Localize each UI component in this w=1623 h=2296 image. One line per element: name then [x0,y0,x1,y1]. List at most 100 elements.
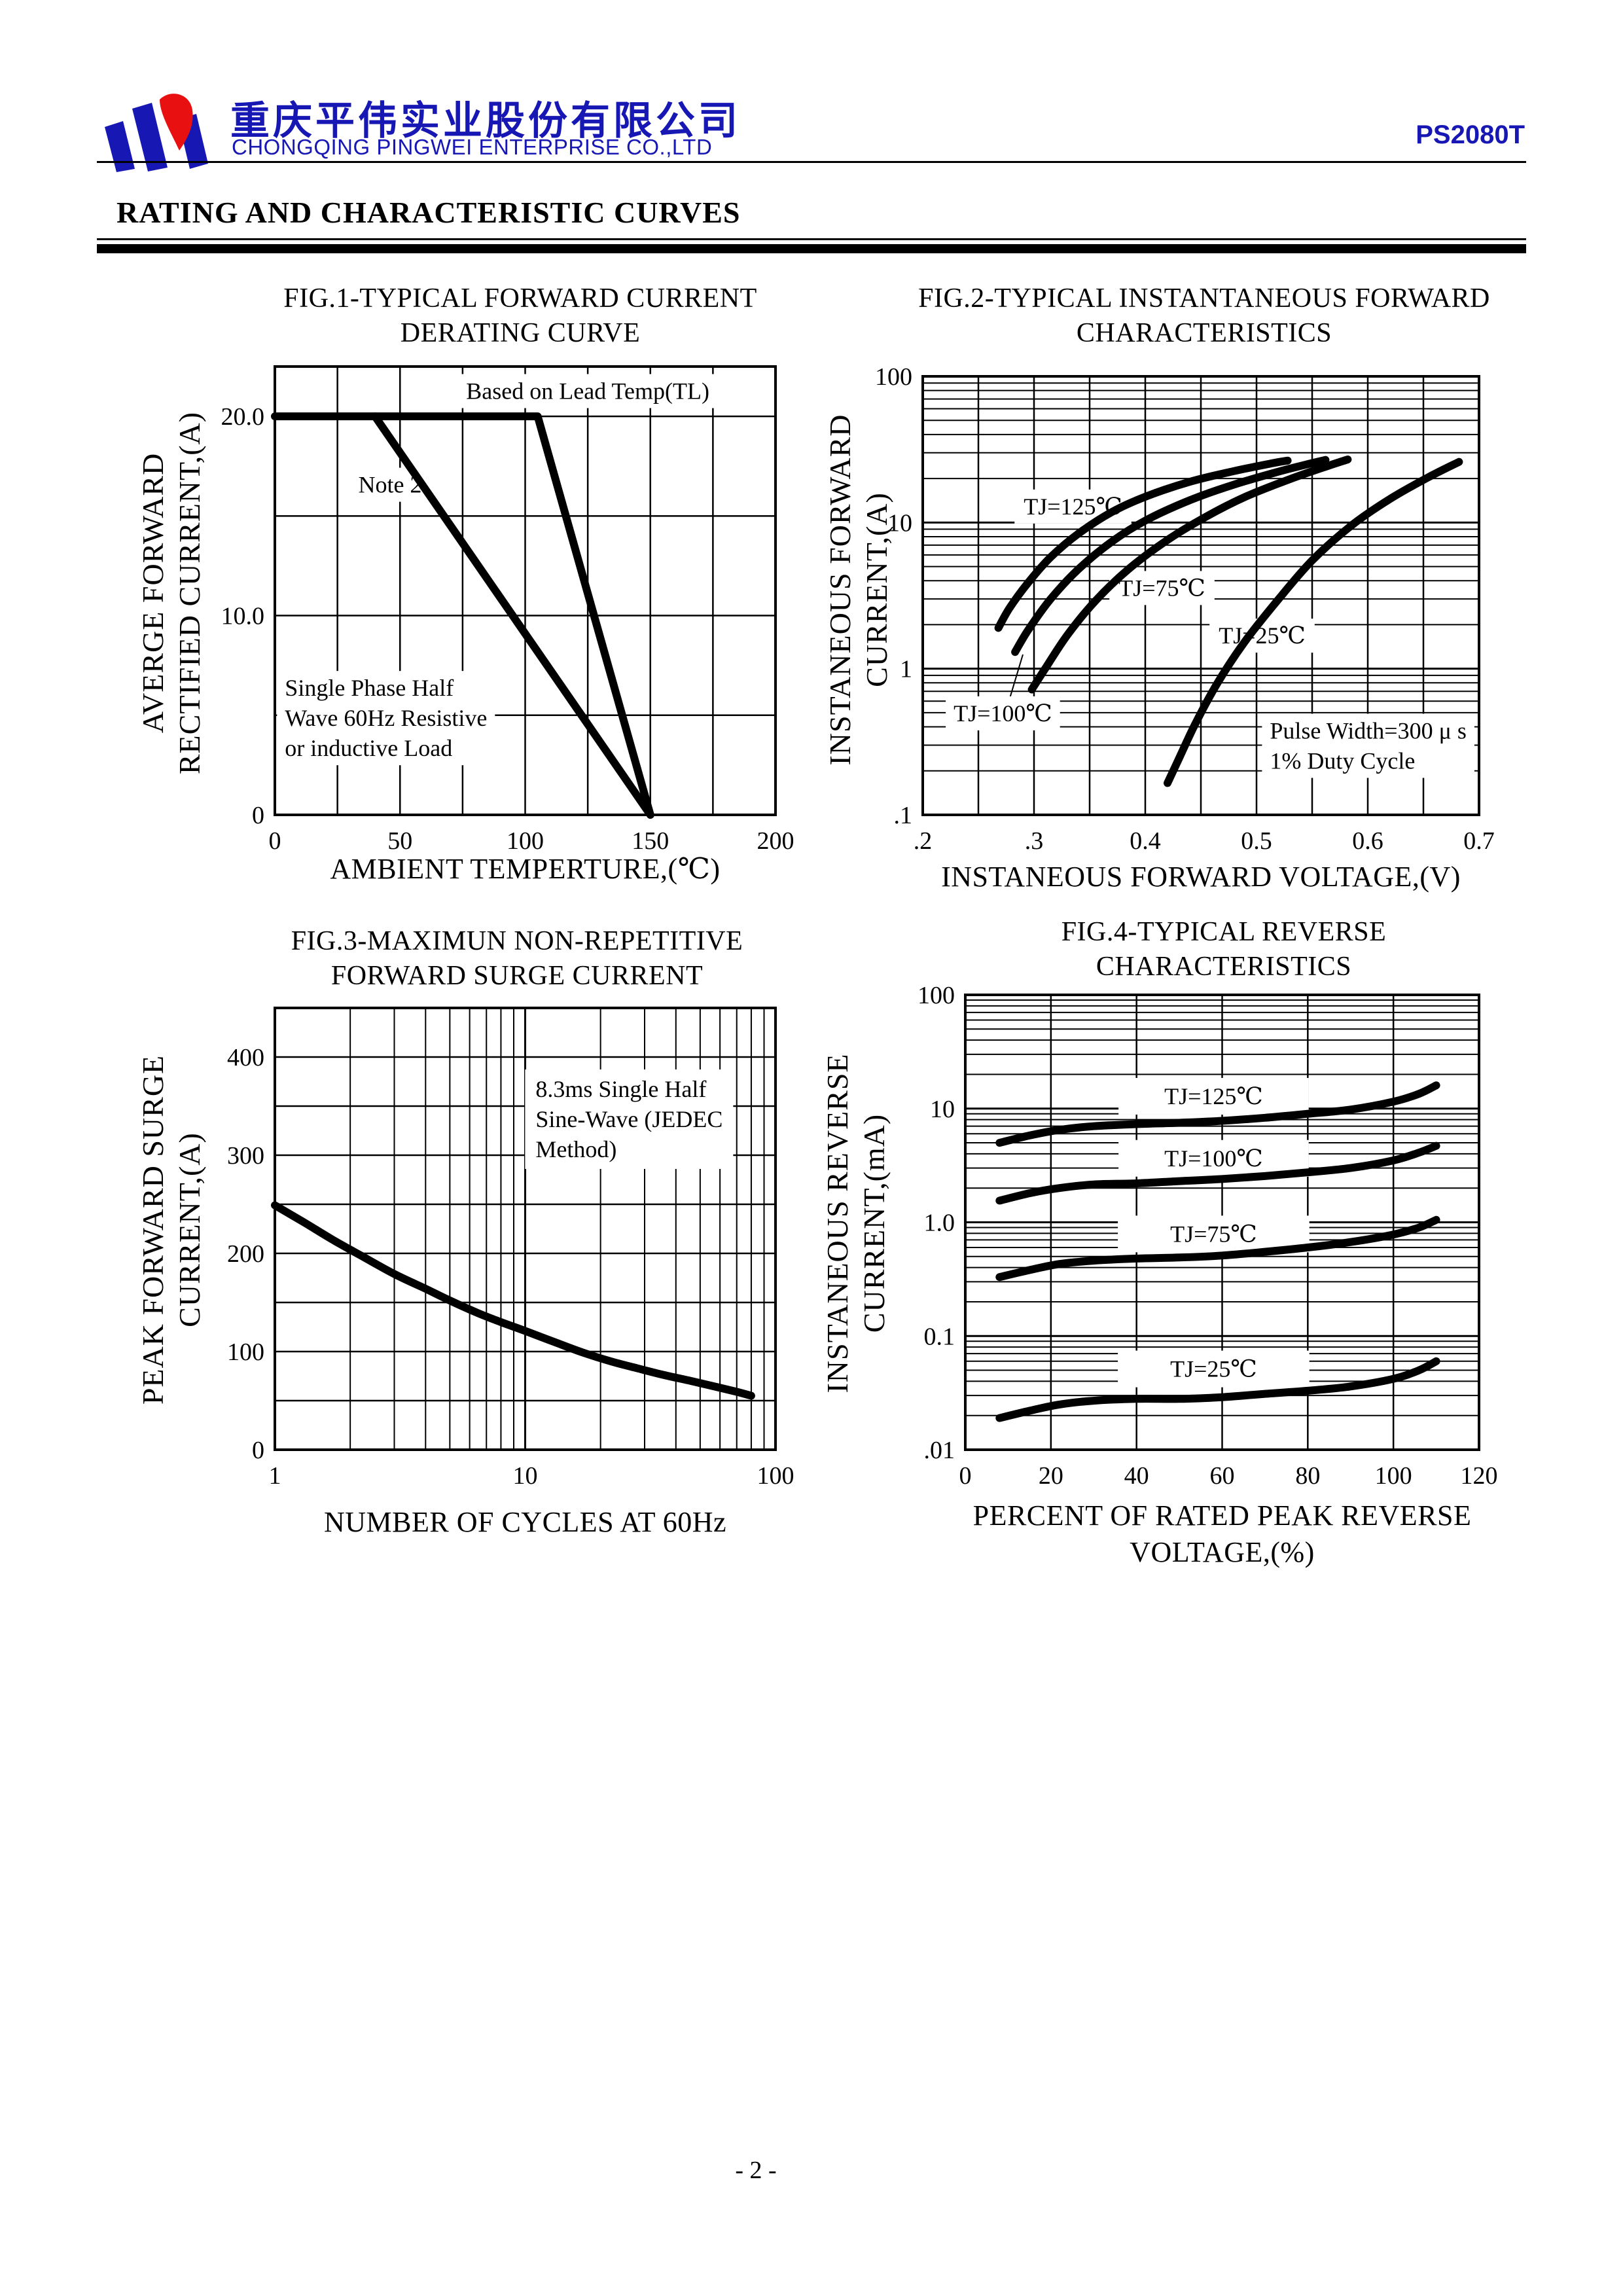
chart-text: 0.1 [924,1323,955,1350]
chart-text: .01 [924,1437,955,1464]
fig2-title-line2: CHARACTERISTICS [1076,318,1332,348]
tick-labels: 0 20 40 60 80 100 120 100 10 1.0 0.1 .01 [918,982,1498,1490]
chart-text: 0 [959,1462,972,1490]
fig4-y-axis-title: INSTANEOUS REVERSE CURRENT,(mA) [819,988,893,1459]
chart-text: 100 [227,1338,264,1366]
fig4-xlabel-line2: VOLTAGE,(%) [1130,1536,1315,1568]
fig3-title: FIG.3-MAXIMUN NON-REPETITIVE FORWARD SUR… [223,924,812,994]
fig1-title: FIG.1-TYPICAL FORWARD CURRENT DERATING C… [249,281,792,351]
fig4-chart: TJ=125℃ TJ=100℃ TJ=75℃ TJ=25℃ 0 20 40 60 80 100 12… [918,982,1498,1490]
chart-text: 0 [252,1437,264,1464]
fig4-ylabel-line1: INSTANEOUS REVERSE [821,1053,854,1393]
chart-text: 0.5 [1241,827,1272,855]
chart-text: 10 [513,1462,538,1490]
fig2-ylabel-line2: CURRENT,(A) [860,492,893,687]
tick-labels: 1 10 100 400 300 200 100 0 [227,1044,794,1490]
curves [271,412,654,819]
annotation-box [1118,1139,1309,1177]
annotation: Based on Lead Temp(TL) [458,374,717,408]
logo-bar-left [105,121,135,172]
fig2-title-line1: FIG.2-TYPICAL INSTANTANEOUS FORWARD [918,283,1490,314]
fig3-xlabel-line1: NUMBER OF CYCLES AT 60Hz [323,1506,727,1538]
chart-text: 8.3ms Single Half [535,1076,706,1102]
fig3-x-axis-title: NUMBER OF CYCLES AT 60Hz [275,1504,776,1541]
chart-text: 20.0 [221,403,265,431]
annotation-box [1262,713,1474,778]
chart-text: 100 [918,982,955,1009]
annotation-box [1109,571,1215,605]
fig3-title-line1: FIG.3-MAXIMUN NON-REPETITIVE [291,926,743,956]
annotations: 8.3ms Single Half Sine-Wave (JEDEC Method) [525,1069,734,1169]
curve-tj-25c [995,1357,1440,1422]
company-name-chinese: 重庆平伟实业股份有限公司 [230,99,741,143]
chart-text: 1.0 [924,1210,955,1237]
chart-text: 50 [387,827,412,855]
chart-text: TJ=100℃ [1164,1145,1263,1172]
fig1-xlabel-line1: AMBIENT TEMPERTURE,(℃) [330,853,721,885]
chart-text: .3 [1025,827,1044,855]
plot-border [274,365,777,816]
fig4-title-line2: CHARACTERISTICS [1096,952,1352,982]
chart-text: 10 [887,509,912,537]
chart-text: 0.4 [1130,827,1161,855]
curve-based-on-lead-temp [271,412,654,819]
chart-text: 400 [227,1044,264,1071]
chart-text: 10 [930,1096,955,1123]
fig4-xlabel-line1: PERCENT OF RATED PEAK REVERSE [972,1499,1472,1532]
chart-text: Wave 60Hz Resistive [285,705,487,731]
fig2-chart: TJ=125℃ TJ=75℃ TJ=25℃ TJ=100℃ Pulse Width=30… [875,363,1495,855]
fig4-title: FIG.4-TYPICAL REVERSE CHARACTERISTICS [936,915,1512,984]
fig1-title-line2: DERATING CURVE [400,318,641,348]
logo-bar-middle [132,103,168,171]
annotations: TJ=125℃ TJ=100℃ TJ=75℃ TJ=25℃ [1118,1077,1310,1388]
curves [271,1201,755,1400]
annotation-box [277,671,495,766]
chart-text: 40 [1124,1462,1149,1490]
curve-tj-125c [994,456,1292,632]
annotation: Note 2 [350,467,430,502]
plot-border [274,1007,777,1451]
annotation-box [1118,1077,1309,1115]
annotation-box [1118,1215,1310,1253]
annotation: Single Phase Half Wave 60Hz Resistive or i… [277,671,495,766]
chart-text: 1 [269,1462,281,1490]
fig3-chart: 8.3ms Single Half Sine-Wave (JEDEC Method)… [227,1007,794,1490]
chart-text: 150 [632,827,669,855]
fig1-chart: Based on Lead Temp(TL) Note 2 Single Phase… [221,365,794,855]
chart-text: Pulse Width=300 μ s [1270,718,1467,744]
annotation-box [1118,1350,1310,1388]
fig3-ylabel-line2: CURRENT,(A) [173,1132,206,1327]
annotation-box [525,1069,734,1169]
chart-text: 100 [875,363,912,391]
fig2-title: FIG.2-TYPICAL INSTANTANEOUS FORWARD CHAR… [877,281,1531,351]
chart-text: TJ=125℃ [1164,1083,1263,1109]
section-title: RATING AND CHARACTERISTIC CURVES [116,196,741,229]
annotation: Pulse Width=300 μ s 1% Duty Cycle [1262,713,1474,778]
chart-text: 60 [1210,1462,1235,1490]
fig4-title-line1: FIG.4-TYPICAL REVERSE [1061,917,1387,947]
chart-text: 0.6 [1352,827,1383,855]
chart-text: Note 2 [358,472,421,498]
fig3-ylabel-line1: PEAK FORWARD SURGE [136,1054,169,1405]
chart-text: 300 [227,1142,264,1170]
fig2-xlabel-line1: INSTANEOUS FORWARD VOLTAGE,(V) [941,861,1461,893]
curve-note-2 [371,412,654,819]
chart-text: or inductive Load [285,735,452,761]
part-number: PS2080T [1416,120,1525,149]
chart-text: 100 [757,1462,794,1490]
chart-text: TJ=75℃ [1170,1221,1257,1247]
chart-text: 1 [900,656,912,683]
annotations: TJ=125℃ TJ=75℃ TJ=25℃ TJ=100℃ Pulse Width=30… [946,489,1474,778]
chart-text: TJ=100℃ [954,700,1052,726]
fig2-y-axis-title: INSTANEOUS FORWARD CURRENT,(A) [822,354,895,825]
fig2-ylabel-line1: INSTANEOUS FORWARD [823,414,857,766]
annotation-box [946,696,1060,730]
chart-text: Sine-Wave (JEDEC [535,1106,722,1132]
fig4-ylabel-line2: CURRENT,(mA) [857,1113,891,1333]
chart-text: 0 [269,827,281,855]
curve-tj-25c [1164,457,1463,787]
chart-text: TJ=25℃ [1219,622,1306,649]
tick-labels: 0 50 100 150 200 20.0 10.0 0 [221,403,794,855]
curve-surge-current [271,1201,755,1400]
